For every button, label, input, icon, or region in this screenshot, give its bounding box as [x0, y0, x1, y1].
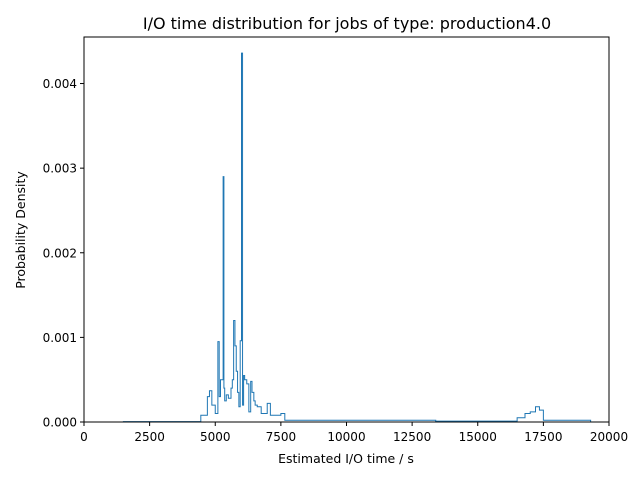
x-tick-label: 17500	[524, 430, 562, 444]
histogram-step-segment-1	[122, 52, 437, 423]
x-tick-label: 7500	[266, 430, 297, 444]
x-axis-ticks: 0 2500 5000 7500 10000 12500 15000 17500 20000	[80, 422, 628, 444]
x-axis-label: Estimated I/O time / s	[278, 451, 414, 466]
y-tick-label: 0.004	[43, 77, 77, 91]
x-tick-label: 20000	[590, 430, 628, 444]
x-tick-label: 12500	[393, 430, 431, 444]
x-tick-label: 0	[80, 430, 88, 444]
chart-title: I/O time distribution for jobs of type: …	[143, 14, 551, 33]
histogram-step-segment-2	[435, 406, 592, 422]
x-tick-label: 2500	[134, 430, 165, 444]
x-tick-label: 10000	[327, 430, 365, 444]
y-tick-label: 0.002	[43, 246, 77, 260]
plot-area: 0 2500 5000 7500 10000 12500 15000 17500 20000 0…	[43, 36, 628, 444]
y-tick-label: 0.003	[43, 162, 77, 176]
plot-frame	[83, 36, 610, 423]
y-axis-label: Probability Density	[13, 171, 28, 289]
y-tick-label: 0.001	[43, 331, 77, 345]
series-layer	[122, 52, 592, 423]
plot-background	[84, 37, 609, 422]
x-tick-label: 5000	[200, 430, 231, 444]
y-axis-ticks: 0.000 0.001 0.002 0.003 0.004	[43, 77, 84, 430]
y-tick-label: 0.000	[43, 416, 77, 430]
x-tick-label: 15000	[459, 430, 497, 444]
